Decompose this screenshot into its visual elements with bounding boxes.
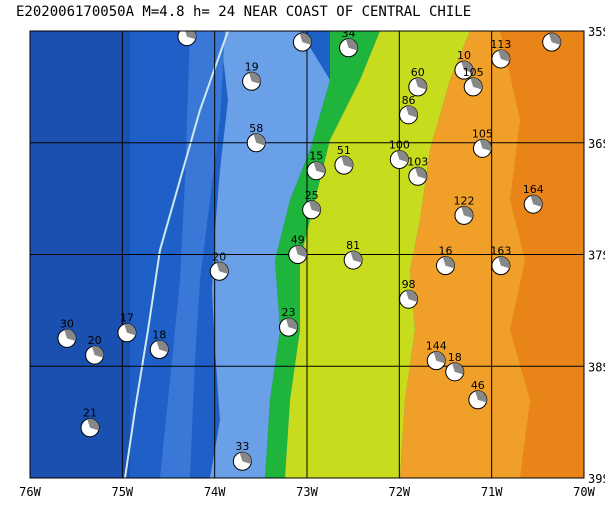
- trench-line: [124, 31, 229, 478]
- depth-label: 103: [407, 155, 428, 168]
- longitude-tick-label: 73W: [296, 485, 318, 499]
- depth-label: 19: [245, 60, 259, 73]
- map-title: E202006170050A M=4.8 h= 24 NEAR COAST OF…: [16, 4, 472, 20]
- focal-mechanism: 58: [246, 122, 266, 153]
- longitude-tick-label: 76W: [19, 485, 41, 499]
- longitude-tick-label: 70W: [573, 485, 595, 499]
- depth-label: 49: [291, 234, 305, 247]
- focal-mechanism: 20: [85, 334, 105, 365]
- focal-mechanism: 16: [436, 245, 455, 276]
- focal-mechanism: 21: [80, 407, 100, 438]
- depth-label: 100: [389, 139, 410, 152]
- depth-label: 30: [60, 317, 74, 330]
- depth-label: 60: [411, 66, 425, 79]
- depth-label: 164: [523, 183, 544, 196]
- focal-mechanism: 17: [117, 312, 137, 343]
- depth-label: 34: [342, 27, 356, 40]
- longitude-tick-label: 71W: [481, 485, 503, 499]
- latitude-tick-label: 39S: [588, 472, 605, 486]
- focal-mechanism: 164: [523, 183, 544, 214]
- depth-label: 16: [439, 245, 453, 258]
- focal-mechanism: 113: [490, 38, 511, 69]
- depth-label: 98: [402, 278, 416, 291]
- depth-label: 20: [212, 250, 226, 263]
- depth-label: 144: [426, 340, 447, 353]
- depth-label: 15: [309, 150, 323, 163]
- latitude-tick-label: 37S: [588, 249, 605, 263]
- focal-mechanism: 18: [149, 328, 169, 359]
- depth-label: 17: [120, 312, 134, 325]
- focal-mechanism: 144: [426, 340, 447, 371]
- focal-mechanism: 60: [408, 66, 428, 97]
- focal-mechanism: 103: [407, 155, 428, 186]
- depth-label: 18: [152, 328, 166, 341]
- latitude-tick-label: 36S: [588, 137, 605, 151]
- focal-mechanism: 19: [292, 21, 312, 52]
- longitude-tick-label: 74W: [204, 485, 226, 499]
- latitude-tick-label: 35S: [588, 25, 605, 39]
- focal-mechanism: 46: [468, 379, 488, 410]
- focal-mechanism: 30: [57, 317, 77, 348]
- depth-label: 58: [249, 122, 263, 135]
- depth-label: 113: [490, 38, 511, 51]
- focal-mechanism: 122: [453, 194, 474, 225]
- focal-mechanism: 100: [389, 139, 410, 170]
- depth-label: 18: [448, 351, 462, 364]
- depth-label: 33: [235, 440, 249, 453]
- longitude-tick-label: 72W: [388, 485, 410, 499]
- focal-mechanism: 105: [463, 66, 484, 97]
- focal-mechanism: 81: [343, 239, 363, 270]
- focal-mechanism: 18: [445, 351, 465, 382]
- focal-mechanism: 10: [454, 49, 474, 80]
- focal-mechanism: 34: [339, 27, 359, 58]
- focal-mechanism: 98: [399, 278, 419, 309]
- focal-mechanism: 19: [177, 31, 197, 47]
- depth-label: 18: [545, 21, 559, 34]
- focal-mechanism: 49: [288, 234, 308, 264]
- focal-mechanism: 33: [232, 440, 252, 471]
- focal-mechanism: 25: [302, 189, 322, 220]
- focal-mechanism: 51: [334, 144, 354, 175]
- focal-mechanism: 20: [209, 250, 229, 281]
- focal-mechanism: 15: [306, 150, 326, 181]
- depth-label: 86: [402, 94, 416, 107]
- depth-label: 20: [88, 334, 102, 347]
- longitude-tick-label: 75W: [111, 485, 133, 499]
- depth-label: 105: [472, 127, 493, 140]
- focal-mechanism: 19: [242, 60, 262, 91]
- depth-label: 23: [282, 306, 296, 319]
- focal-mechanism: 18: [542, 21, 562, 52]
- depth-label: 46: [471, 379, 485, 392]
- focal-mechanism: 86: [399, 94, 419, 125]
- depth-label: 51: [337, 144, 351, 157]
- focal-mechanism: 105: [472, 127, 493, 158]
- depth-label: 163: [490, 245, 511, 258]
- depth-label: 105: [463, 66, 484, 79]
- latitude-tick-label: 38S: [588, 360, 605, 374]
- depth-label: 19: [295, 21, 309, 34]
- depth-label: 122: [453, 194, 474, 207]
- depth-label: 25: [305, 189, 319, 202]
- focal-mechanism: 163: [490, 245, 511, 276]
- focal-mechanism: 23: [279, 306, 299, 337]
- depth-label: 21: [83, 407, 97, 420]
- depth-label: 81: [346, 239, 360, 252]
- plot-frame: [29, 30, 585, 479]
- depth-label: 10: [457, 49, 471, 62]
